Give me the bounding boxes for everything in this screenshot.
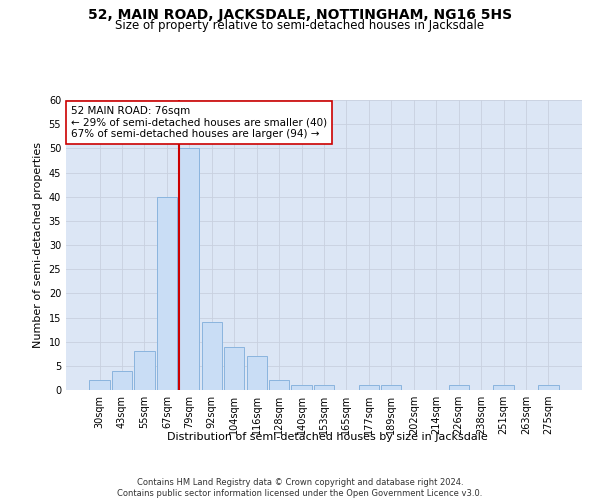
Bar xyxy=(381,385,401,390)
Text: Size of property relative to semi-detached houses in Jacksdale: Size of property relative to semi-detach… xyxy=(115,18,485,32)
Text: Distribution of semi-detached houses by size in Jacksdale: Distribution of semi-detached houses by … xyxy=(167,432,487,442)
Bar xyxy=(269,380,289,390)
Bar xyxy=(247,356,267,390)
Bar xyxy=(224,346,244,390)
Text: 52, MAIN ROAD, JACKSDALE, NOTTINGHAM, NG16 5HS: 52, MAIN ROAD, JACKSDALE, NOTTINGHAM, NG… xyxy=(88,8,512,22)
Bar xyxy=(314,385,334,390)
Bar xyxy=(112,370,132,390)
Bar xyxy=(179,148,199,390)
Text: 52 MAIN ROAD: 76sqm
← 29% of semi-detached houses are smaller (40)
67% of semi-d: 52 MAIN ROAD: 76sqm ← 29% of semi-detach… xyxy=(71,106,327,139)
Bar xyxy=(202,322,222,390)
Bar xyxy=(134,352,155,390)
Bar xyxy=(538,385,559,390)
Bar xyxy=(359,385,379,390)
Y-axis label: Number of semi-detached properties: Number of semi-detached properties xyxy=(33,142,43,348)
Bar xyxy=(157,196,177,390)
Text: Contains HM Land Registry data © Crown copyright and database right 2024.
Contai: Contains HM Land Registry data © Crown c… xyxy=(118,478,482,498)
Bar xyxy=(449,385,469,390)
Bar xyxy=(89,380,110,390)
Bar xyxy=(493,385,514,390)
Bar xyxy=(292,385,311,390)
